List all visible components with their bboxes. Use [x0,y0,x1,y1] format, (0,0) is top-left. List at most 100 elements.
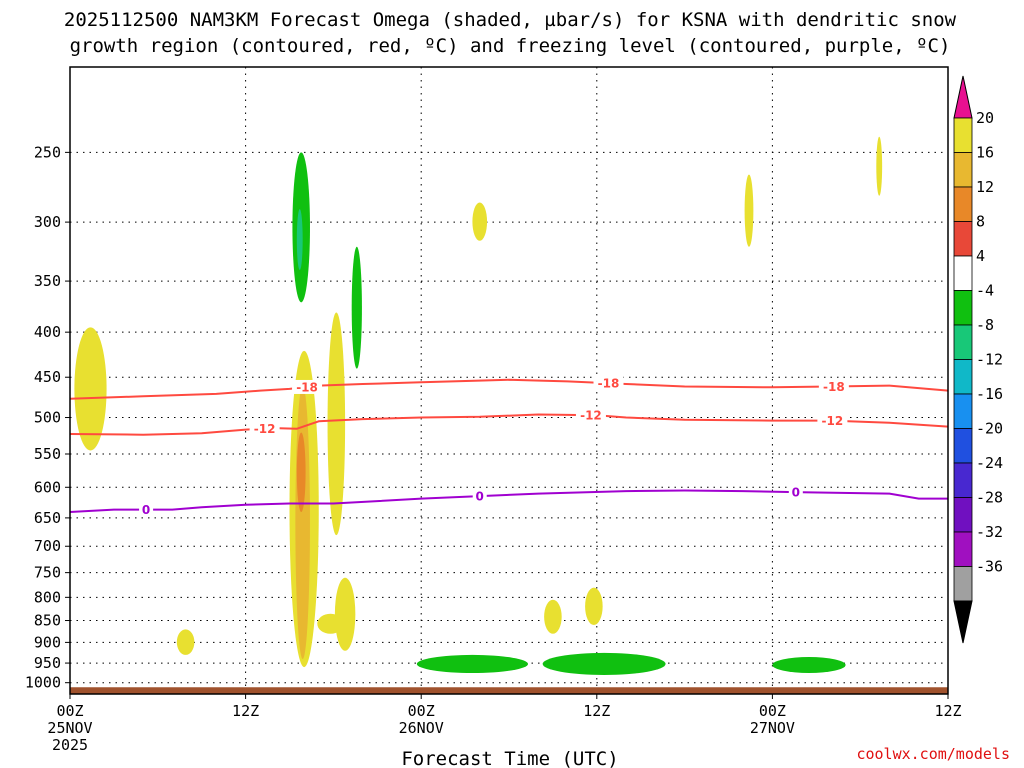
freezing-level-label-bg [472,489,487,504]
y-tick-label: 450 [34,368,61,386]
dgz-minus12-label-bg [575,408,606,423]
colorbar-swatch [953,497,973,533]
x-tick-label: 12Z [934,702,961,720]
x-axis-label: Forecast Time (UTC) [401,748,618,768]
y-tick-label: 700 [34,537,61,555]
credit-link[interactable]: coolwx.com/models [856,745,1010,763]
y-tick-label: 500 [34,409,61,427]
dgz-minus18-label-bg [292,379,323,394]
omega-cell-hr46-high [744,174,754,247]
y-tick-label: 900 [34,633,61,651]
freezing-level-label-bg [139,502,154,517]
dgz-minus18-line [69,378,949,400]
omega-cell-hr36-lowgreen [542,652,666,675]
y-tick-label: 400 [34,323,61,341]
plot-frame [69,66,949,695]
y-tick-label: 1000 [25,674,61,692]
omega-shading [74,136,883,675]
x-tick-label: 00Z [408,702,435,720]
colorbar-swatch [953,359,973,395]
colorbar-label: 12 [976,178,994,196]
omega-cell-hr19-green [351,246,362,369]
colorbar-swatch [953,531,973,567]
omega-cell-hr18-tall [327,312,346,536]
colorbar-over-arrow [953,75,973,119]
freezing-level-label: 0 [792,486,800,500]
chart-title-line1: 2025112500 NAM3KM Forecast Omega (shaded… [64,9,957,31]
surface-band [70,687,948,694]
y-tick-label: 950 [34,654,61,672]
freezing-level-label: 0 [142,503,150,517]
colorbar-swatch [953,566,973,602]
colorbar-swatch [953,186,973,222]
surface-terrain [70,687,948,694]
omega-cell-hr28-lowgreen [416,654,529,674]
y-tick-label: 600 [34,478,61,496]
colorbar-swatch [953,117,973,153]
dgz-minus12-label: -12 [254,422,276,436]
dgz-minus18-label: -18 [823,380,845,394]
dgz-minus12-line [69,413,949,436]
dgz-minus18-label-bg [818,379,849,394]
x-tick-date: 27NOV [750,719,795,737]
y-tick-label: 800 [34,588,61,606]
omega-cell-hr18-blob [317,613,344,634]
contour-lines [69,378,949,513]
freezing-level-label-bg [788,485,803,500]
omega-cell-hr27-high [472,202,488,241]
colorbar-swatch [953,221,973,257]
y-tick-label: 250 [34,143,61,161]
colorbar-label: -28 [976,489,1003,507]
dgz-minus18-label-bg [593,376,624,391]
y-axis: 250 300 350 400 450 500 550 600 650 700 750 800 850 9… [25,143,70,692]
x-tick-label: 00Z [56,702,83,720]
colorbar-label: -36 [976,558,1003,576]
x-tick-date: 25NOV [47,719,92,737]
x-tick-date: 26NOV [399,719,444,737]
x-tick-label: 00Z [759,702,786,720]
y-tick-label: 350 [34,272,61,290]
dgz-minus18-label: -18 [296,380,318,394]
omega-cell-hr2-mid [74,327,107,451]
contour-labels: -18 -18 -18 -12 -12 -12 0 0 0 [139,376,849,517]
omega-cell-hr54-high [876,136,883,196]
colorbar-label: -32 [976,523,1003,541]
colorbar-swatch [953,324,973,360]
y-tick-label: 300 [34,213,61,231]
colorbar-label: -24 [976,454,1003,472]
dgz-minus12-label: -12 [580,409,602,423]
omega-cell-hr34-low [585,587,603,625]
colorbar-swatch [953,393,973,429]
dgz-minus18-label: -18 [598,377,620,391]
colorbar-label: 20 [976,109,994,127]
omega-cell-hr33-low [544,599,562,634]
colorbar-label: -4 [976,282,994,300]
x-tick-year: 2025 [52,736,88,754]
dgz-minus12-label-bg [249,421,280,436]
colorbar-label: -12 [976,351,1003,369]
colorbar-swatch [953,462,973,498]
dgz-minus12-label-bg [817,413,848,428]
colorbar-label: 16 [976,144,994,162]
colorbar-under-arrow [953,600,973,644]
omega-cell-hr15-cyan [296,209,303,270]
omega-cell-hr8-low [176,629,195,655]
colorbar-label: -8 [976,316,994,334]
freezing-level-label: 0 [476,490,484,504]
y-tick-label: 550 [34,445,61,463]
freezing-level-line [69,489,948,513]
colorbar-label: -20 [976,420,1003,438]
colorbar: 20 16 12 8 4 -4 -8 -12 -16 -20 -24 -28 -32 -36 [953,75,1003,644]
colorbar-label: 4 [976,247,985,265]
colorbar-swatch [953,152,973,188]
x-tick-label: 12Z [232,702,259,720]
colorbar-swatch [953,428,973,464]
colorbar-label: 8 [976,213,985,231]
omega-cell-hr50-lowgreen [772,656,846,674]
omega-cell-hr15-hot [296,432,306,512]
colorbar-swatch [953,255,973,291]
y-tick-label: 750 [34,564,61,582]
colorbar-label: -16 [976,385,1003,403]
